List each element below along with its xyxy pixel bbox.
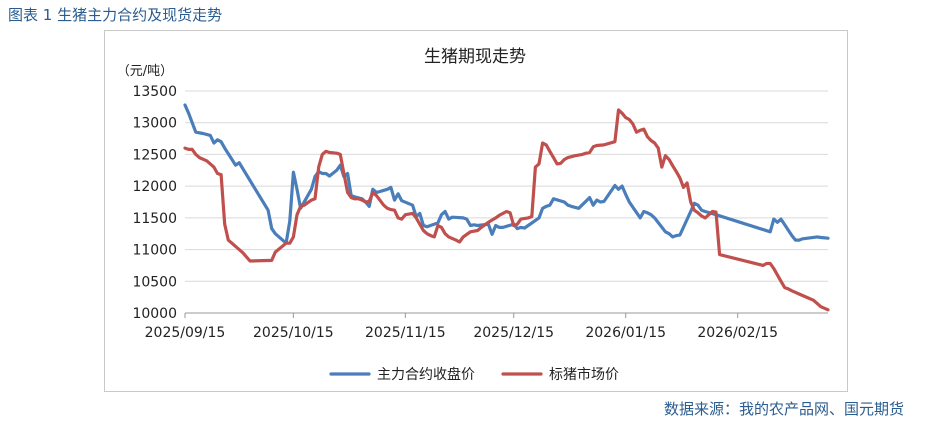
series-line-futures	[183, 103, 830, 245]
legend: 主力合约收盘价 标猪市场价	[329, 366, 619, 383]
gridlines	[185, 90, 828, 314]
x-tick-label: 2026/02/15	[697, 325, 778, 341]
x-axis-ticks: 2025/09/15 2025/10/15 2025/11/15 2025/12/15…	[145, 313, 778, 341]
x-tick-label: 2025/10/15	[253, 325, 334, 341]
series-lines	[183, 103, 830, 312]
x-tick-label: 2025/12/15	[473, 325, 554, 341]
legend-label: 标猪市场价	[549, 366, 619, 383]
y-axis-ticks: 10000 10500 11000 11500 12000 12500 13000 13500	[132, 84, 177, 322]
figure-title: 图表 1 生猪主力合约及现货走势	[8, 6, 223, 24]
chart-frame	[104, 30, 848, 392]
y-tick-label: 12000	[132, 179, 177, 195]
y-axis-unit-label: （元/吨）	[117, 64, 173, 79]
y-tick-label: 11000	[132, 243, 177, 259]
series-line-spot	[183, 108, 830, 312]
y-tick-label: 13000	[132, 116, 177, 132]
y-tick-label: 12500	[132, 147, 177, 163]
legend-label: 主力合约收盘价	[377, 366, 475, 383]
chart-title: 生猪期现走势	[424, 47, 526, 67]
y-tick-label: 13500	[132, 84, 177, 100]
y-tick-label: 10000	[132, 306, 177, 322]
y-tick-label: 11500	[132, 211, 177, 227]
x-tick-label: 2026/01/15	[585, 325, 666, 341]
x-tick-label: 2025/11/15	[365, 325, 446, 341]
source-note: 数据来源：我的农产品网、国元期货	[663, 400, 904, 418]
x-tick-label: 2025/09/15	[145, 325, 226, 341]
y-tick-label: 10500	[132, 274, 177, 290]
